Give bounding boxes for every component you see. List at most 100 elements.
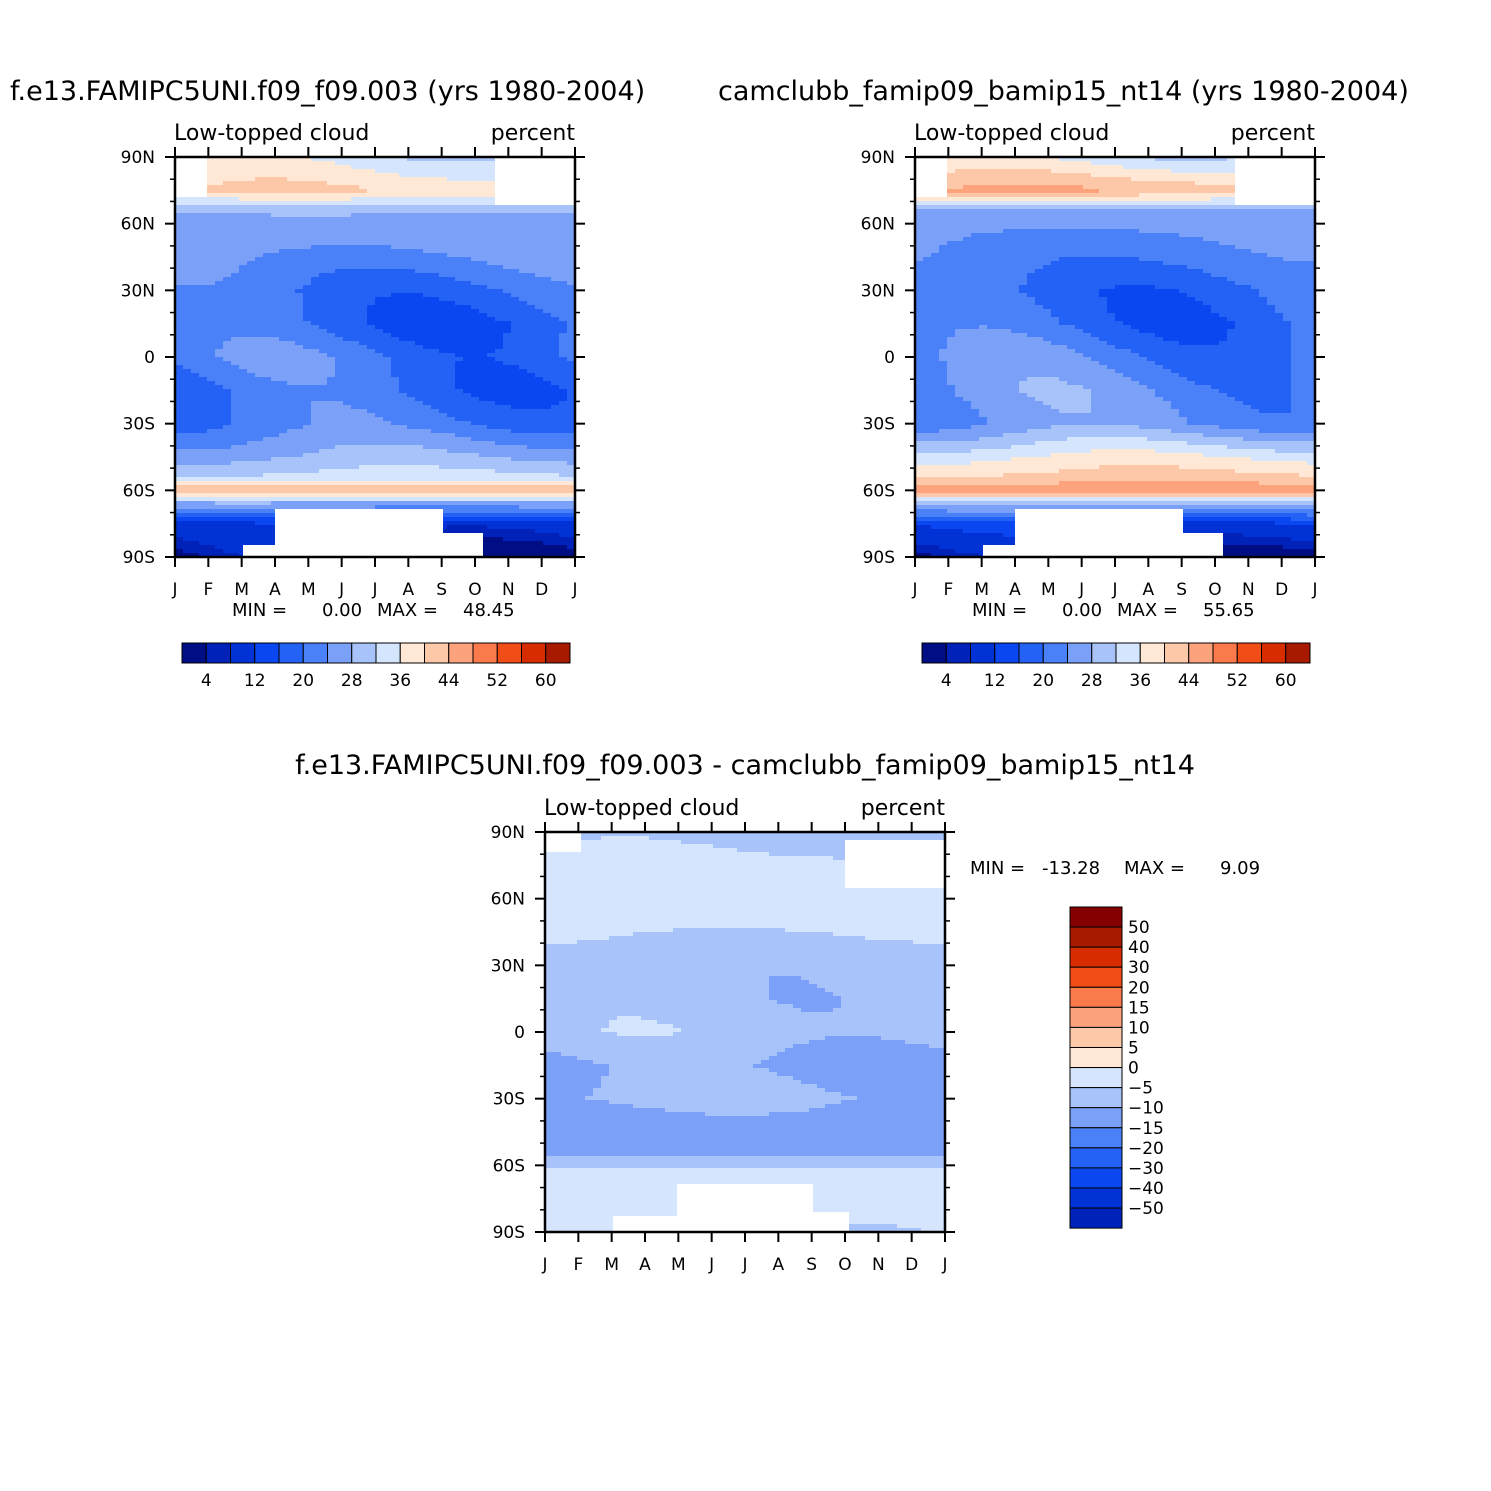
contour-cell [191, 549, 200, 554]
contour-cell [359, 365, 368, 370]
contour-cell [479, 165, 488, 170]
contour-cell [431, 329, 440, 334]
contour-cell [455, 489, 464, 494]
contour-cell [319, 265, 328, 270]
contour-cell [327, 401, 336, 406]
contour-cell [495, 429, 504, 434]
contour-cell [199, 313, 208, 318]
contour-cell [527, 489, 536, 494]
contour-cell [335, 501, 344, 506]
contour-cell [295, 457, 304, 462]
contour-cell [303, 505, 312, 510]
contour-cell [415, 437, 424, 442]
contour-cell [471, 517, 480, 522]
contour-cell [351, 357, 360, 362]
contour-cell [311, 449, 320, 454]
contour-cell [207, 513, 216, 518]
contour-cell [271, 401, 280, 406]
contour-cell [263, 389, 272, 394]
contour-cell [215, 469, 224, 474]
contour-cell [255, 261, 264, 266]
contour-cell [391, 213, 400, 218]
contour-cell [199, 529, 208, 534]
contour-cell [295, 261, 304, 266]
contour-cell [391, 397, 400, 402]
contour-cell [343, 497, 352, 502]
contour-cell [183, 545, 192, 550]
contour-cell [479, 281, 488, 286]
contour-cell [495, 473, 504, 478]
contour-cell [535, 321, 544, 326]
contour-cell [303, 497, 312, 502]
contour-cell [439, 509, 448, 514]
contour-cell [391, 377, 400, 382]
contour-cell [503, 217, 512, 222]
contour-cell [303, 469, 312, 474]
contour-cell [551, 241, 560, 246]
contour-cell [447, 341, 456, 346]
contour-cell [551, 277, 560, 282]
contour-cell [319, 205, 328, 210]
contour-cell [191, 253, 200, 258]
contour-cell [231, 341, 240, 346]
contour-cell [479, 193, 488, 198]
contour-cell [311, 233, 320, 238]
contour-cell [535, 337, 544, 342]
contour-cell [543, 325, 552, 330]
contour-cell [239, 261, 248, 266]
contour-cell [367, 301, 376, 306]
contour-cell [303, 209, 312, 214]
contour-cell [399, 429, 408, 434]
contour-cell [287, 497, 296, 502]
contour-cell [471, 409, 480, 414]
contour-cell [519, 525, 528, 530]
contour-cell [367, 253, 376, 258]
contour-cell [231, 197, 240, 202]
contour-cell [463, 229, 472, 234]
contour-cell [431, 225, 440, 230]
contour-cell [183, 445, 192, 450]
contour-cell [359, 381, 368, 386]
contour-cell [319, 433, 328, 438]
contour-cell [239, 509, 248, 514]
contour-cell [423, 165, 432, 170]
contour-cell [271, 505, 280, 510]
contour-cell [215, 165, 224, 170]
contour-cell [479, 517, 488, 522]
contour-cell [543, 249, 552, 254]
contour-cell [303, 321, 312, 326]
contour-cell [255, 417, 264, 422]
contour-cell [319, 445, 328, 450]
contour-cell [295, 341, 304, 346]
contour-cell [559, 209, 568, 214]
contour-cell [199, 213, 208, 218]
contour-cell [335, 221, 344, 226]
contour-cell [359, 321, 368, 326]
contour-cell [191, 293, 200, 298]
contour-cell [455, 169, 464, 174]
contour-cell [327, 397, 336, 402]
contour-cell [351, 213, 360, 218]
contour-cell [183, 361, 192, 366]
contour-cell [391, 373, 400, 378]
contour-cell [391, 505, 400, 510]
contour-cell [455, 345, 464, 350]
contour-cell [295, 309, 304, 314]
contour-cell [543, 341, 552, 346]
contour-cell [487, 505, 496, 510]
contour-cell [479, 293, 488, 298]
contour-cell [207, 253, 216, 258]
contour-cell [287, 289, 296, 294]
contour-cell [255, 185, 264, 190]
contour-cell [407, 161, 416, 166]
contour-cell [415, 309, 424, 314]
contour-cell [503, 205, 512, 210]
contour-cell [351, 385, 360, 390]
contour-cell [567, 265, 576, 270]
contour-cell [463, 473, 472, 478]
contour-cell [431, 457, 440, 462]
contour-cell [551, 237, 560, 242]
contour-cell [447, 377, 456, 382]
contour-cell [447, 317, 456, 322]
contour-cell [407, 205, 416, 210]
